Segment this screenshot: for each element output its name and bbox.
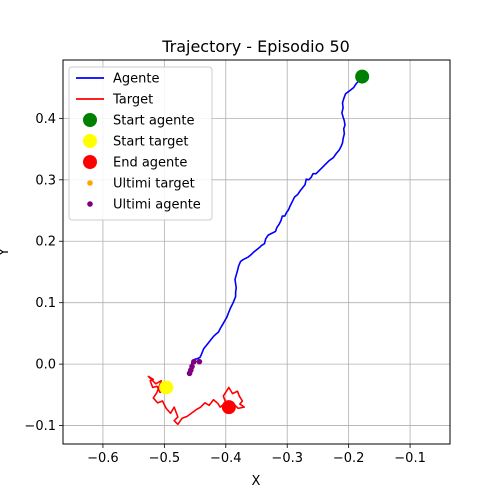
- start-target-marker: [159, 380, 174, 395]
- legend-swatch-start-target: [83, 134, 97, 148]
- legend-label-ultimi-target: Ultimi target: [113, 177, 195, 192]
- axes-frame: [62, 59, 451, 445]
- y-tick-label: 0.1: [35, 296, 56, 311]
- x-axis-label: X: [252, 474, 261, 489]
- ultimi-agente-point: [191, 358, 197, 365]
- legend-swatch-end-agente: [83, 155, 97, 169]
- legend-label-start-target: Start target: [113, 135, 188, 150]
- legend-box: [68, 66, 213, 221]
- axis-ticks: −0.6 −0.5 −0.4 −0.3 −0.2 −0.1 −0.1 0.0 0.1 0.2 0.3…: [24, 112, 425, 466]
- legend-swatch-ultimi-target: [87, 180, 93, 186]
- grid: [63, 60, 450, 444]
- ultimi-agente-point: [196, 358, 203, 365]
- chart-title: Trajectory - Episodio 50: [161, 37, 350, 56]
- x-tick-label: −0.4: [210, 451, 242, 466]
- x-tick-label: −0.5: [149, 451, 181, 466]
- legend-swatch-start-agente: [83, 113, 97, 127]
- y-axis-label: Y: [0, 248, 12, 257]
- start-agente-marker: [355, 69, 370, 84]
- legend-label-target: Target: [112, 93, 153, 108]
- x-tick-label: −0.2: [333, 451, 365, 466]
- ultimi-agente-point: [189, 363, 195, 370]
- y-tick-label: −0.1: [24, 419, 56, 434]
- x-tick-label: −0.3: [271, 451, 303, 466]
- x-tick-label: −0.6: [87, 451, 119, 466]
- legend-label-start-agente: Start agente: [113, 114, 194, 129]
- plot-area: [147, 69, 370, 426]
- y-tick-label: 0.4: [35, 112, 56, 127]
- y-tick-label: 0.3: [35, 173, 56, 188]
- end-agente-marker: [221, 400, 236, 415]
- legend-label-agente: Agente: [113, 72, 159, 87]
- legend: Agente Target Start agente Start target End …: [68, 66, 213, 221]
- agente-line: [188, 76, 363, 374]
- x-tick-label: −0.1: [394, 451, 426, 466]
- legend-label-end-agente: End agente: [113, 156, 187, 171]
- legend-swatch-ultimi-agente: [87, 201, 93, 207]
- target-line: [147, 375, 246, 426]
- legend-label-ultimi-agente: Ultimi agente: [113, 198, 201, 213]
- y-tick-label: 0.2: [35, 235, 56, 250]
- y-tick-label: 0.0: [35, 358, 56, 373]
